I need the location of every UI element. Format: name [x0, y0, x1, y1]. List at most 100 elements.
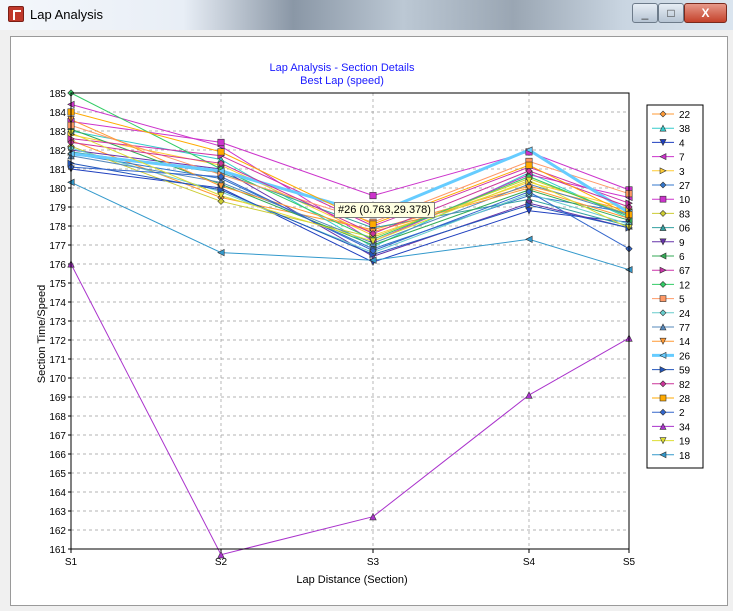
data-point-34-s4[interactable] — [525, 391, 533, 399]
legend-marker-34[interactable] — [659, 422, 667, 430]
legend-marker-4[interactable] — [659, 139, 667, 147]
legend-marker-82[interactable] — [659, 380, 667, 388]
data-point-28-s2[interactable] — [217, 148, 225, 156]
legend-marker-10[interactable] — [659, 195, 667, 203]
legend-marker-7[interactable] — [659, 153, 667, 161]
legend-label-77[interactable]: 77 — [679, 323, 691, 334]
y-tick-label: 165 — [49, 469, 66, 480]
legend-marker-38[interactable] — [659, 124, 667, 132]
data-point-18-s4[interactable] — [525, 235, 533, 243]
data-point-2-s4[interactable] — [525, 188, 533, 196]
chart-subtitle: Best Lap (speed) — [300, 75, 384, 87]
legend-marker-83[interactable] — [659, 209, 667, 217]
data-point-26-s4[interactable] — [525, 146, 533, 154]
data-point-10-s3[interactable] — [369, 192, 377, 200]
legend-label-12[interactable]: 12 — [679, 280, 691, 291]
legend-label-9[interactable]: 9 — [679, 238, 685, 249]
y-tick-label: 181 — [49, 165, 66, 176]
y-tick-label: 182 — [49, 146, 66, 157]
legend-label-38[interactable]: 38 — [679, 124, 691, 135]
legend-label-59[interactable]: 59 — [679, 366, 691, 377]
legend-label-24[interactable]: 24 — [679, 309, 691, 320]
data-point-34-s3[interactable] — [369, 512, 377, 521]
x-tick-label-s3: S3 — [367, 557, 380, 568]
y-tick-label: 179 — [49, 203, 66, 214]
legend-marker-67[interactable] — [659, 266, 667, 274]
legend-label-10[interactable]: 10 — [679, 195, 691, 206]
data-point-59-s2[interactable] — [217, 186, 225, 194]
legend-marker-2[interactable] — [659, 408, 667, 416]
legend-label-7[interactable]: 7 — [679, 153, 685, 164]
data-point-18-s2[interactable] — [217, 248, 225, 257]
y-tick-label: 180 — [49, 184, 66, 195]
legend-box — [646, 104, 704, 469]
legend-marker-6[interactable] — [659, 252, 667, 260]
legend-marker-14[interactable] — [659, 337, 667, 345]
legend-label-26[interactable]: 26 — [679, 351, 691, 362]
legend-marker-12[interactable] — [659, 280, 667, 288]
legend-marker-3[interactable] — [659, 167, 667, 175]
data-point-59-s4[interactable] — [525, 201, 533, 209]
legend-marker-24[interactable] — [659, 309, 667, 317]
legend-marker-22[interactable] — [659, 110, 667, 118]
data-point-19-s2[interactable] — [217, 192, 225, 200]
data-point-82-s4[interactable] — [525, 167, 533, 175]
data-point-26-s2[interactable] — [217, 167, 225, 175]
data-point-28-s3[interactable] — [369, 220, 377, 228]
legend-marker-9[interactable] — [659, 238, 667, 246]
data-point-10-s2[interactable] — [217, 138, 225, 146]
data-point-82-s2[interactable] — [217, 159, 225, 167]
legend-marker-59[interactable] — [659, 366, 667, 374]
y-tick-label: 176 — [49, 260, 66, 271]
legend-label-5[interactable]: 5 — [679, 295, 685, 306]
line-chart[interactable]: Lap Analysis - Section Details Best Lap … — [11, 37, 727, 605]
y-tick-label: 184 — [49, 108, 66, 119]
legend-label-18[interactable]: 18 — [679, 451, 691, 462]
data-point-14-s2[interactable] — [217, 182, 225, 190]
data-point-28-s4[interactable] — [525, 161, 533, 169]
legend-label-14[interactable]: 14 — [679, 337, 691, 348]
legend-label-19[interactable]: 19 — [679, 437, 691, 448]
data-point-4-s4[interactable] — [525, 207, 533, 215]
y-tick-label: 178 — [49, 222, 66, 233]
data-point-2-s2[interactable] — [217, 172, 225, 181]
legend-marker-5[interactable] — [659, 295, 667, 302]
legend-label-28[interactable]: 28 — [679, 394, 691, 405]
title-bar[interactable]: Lap Analysis _ □ X — [0, 0, 733, 30]
data-point-19-s4[interactable] — [525, 176, 533, 185]
legend-label-67[interactable]: 67 — [679, 266, 691, 277]
legend-label-3[interactable]: 3 — [679, 167, 685, 178]
legend-marker-28[interactable] — [659, 394, 667, 402]
legend-label-22[interactable]: 22 — [679, 110, 691, 121]
legend-label-4[interactable]: 4 — [679, 138, 685, 149]
legend-marker-26[interactable] — [659, 351, 667, 359]
minimize-button[interactable]: _ — [632, 3, 658, 23]
y-tick-label: 161 — [49, 545, 66, 556]
legend-label-06[interactable]: 06 — [679, 224, 691, 235]
app-logo-icon — [8, 6, 24, 22]
legend-label-2[interactable]: 2 — [679, 408, 685, 419]
chart-panel[interactable]: Lap Analysis - Section Details Best Lap … — [10, 36, 728, 606]
data-point-83-s2[interactable] — [217, 197, 225, 205]
data-point-19-s3[interactable] — [369, 237, 377, 246]
close-button[interactable]: X — [684, 3, 727, 23]
maximize-button[interactable]: □ — [658, 3, 684, 23]
y-tick-label: 166 — [49, 450, 66, 461]
legend-marker-27[interactable] — [659, 181, 667, 189]
data-point-18-s3[interactable] — [369, 256, 377, 264]
data-point-34-s2[interactable] — [217, 550, 225, 559]
legend-label-34[interactable]: 34 — [679, 422, 691, 433]
legend-label-6[interactable]: 6 — [679, 252, 685, 263]
data-point-2-s3[interactable] — [369, 247, 377, 255]
legend-marker-77[interactable] — [659, 323, 667, 331]
x-tick-label-s5: S5 — [623, 557, 636, 568]
y-tick-label: 168 — [49, 412, 66, 423]
legend-marker-19[interactable] — [659, 437, 667, 445]
data-point-14-s4[interactable] — [525, 184, 533, 192]
legend-marker-18[interactable] — [659, 451, 667, 459]
legend-label-27[interactable]: 27 — [679, 181, 691, 192]
legend-label-82[interactable]: 82 — [679, 380, 691, 391]
legend-marker-06[interactable] — [659, 223, 667, 231]
data-point-82-s3[interactable] — [369, 229, 377, 238]
legend-label-83[interactable]: 83 — [679, 209, 691, 220]
